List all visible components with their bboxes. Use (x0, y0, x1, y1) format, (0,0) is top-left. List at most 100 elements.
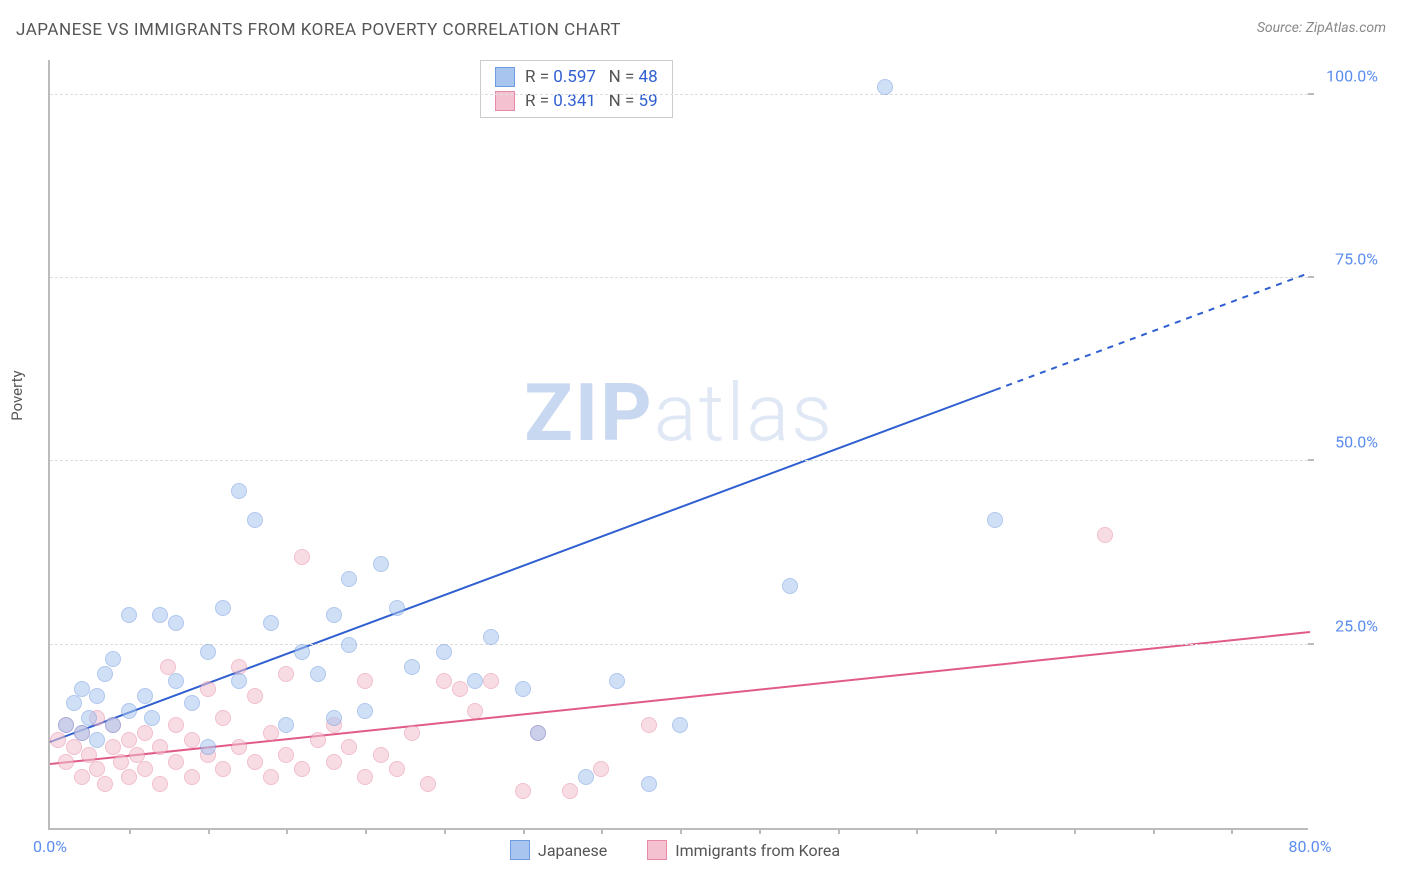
data-point (326, 710, 342, 726)
data-point (515, 783, 531, 799)
data-point (200, 739, 216, 755)
data-point (74, 769, 90, 785)
data-point (782, 578, 798, 594)
data-point (184, 769, 200, 785)
y-tick-label: 25.0% (1335, 616, 1378, 635)
data-point (231, 483, 247, 499)
source-credit: Source: ZipAtlas.com (1257, 20, 1386, 36)
data-point (609, 673, 625, 689)
data-point (89, 688, 105, 704)
x-minor-tick (208, 828, 210, 834)
gridline (50, 94, 1308, 95)
gridline (50, 644, 1308, 645)
data-point (341, 739, 357, 755)
data-point (515, 681, 531, 697)
data-point (74, 681, 90, 697)
data-point (184, 732, 200, 748)
gridline (50, 277, 1308, 278)
x-minor-tick (995, 828, 997, 834)
data-point (278, 717, 294, 733)
legend-swatch (510, 840, 530, 860)
data-point (89, 732, 105, 748)
x-minor-tick (523, 828, 525, 834)
data-point (373, 747, 389, 763)
x-tick-label: 80.0% (1289, 837, 1332, 856)
legend-row: R = 0.341 N = 59 (495, 89, 658, 113)
legend-swatch (495, 67, 515, 87)
legend-swatch (647, 840, 667, 860)
legend-item: Immigrants from Korea (647, 840, 840, 860)
data-point (452, 681, 468, 697)
data-point (467, 673, 483, 689)
data-point (137, 761, 153, 777)
data-point (341, 637, 357, 653)
scatter-plot: ZIPatlas R = 0.597 N = 48R = 0.341 N = 5… (48, 60, 1308, 830)
data-point (137, 688, 153, 704)
data-point (672, 717, 688, 733)
y-tick-mark (1308, 276, 1314, 278)
x-minor-tick (129, 828, 131, 834)
data-point (215, 761, 231, 777)
data-point (215, 600, 231, 616)
x-minor-tick (838, 828, 840, 834)
data-point (200, 644, 216, 660)
gridline (50, 460, 1308, 461)
data-point (105, 739, 121, 755)
data-point (168, 754, 184, 770)
data-point (294, 644, 310, 660)
data-point (105, 717, 121, 733)
data-point (129, 747, 145, 763)
x-minor-tick (1153, 828, 1155, 834)
data-point (215, 710, 231, 726)
data-point (593, 761, 609, 777)
data-point (247, 512, 263, 528)
data-point (152, 739, 168, 755)
y-tick-label: 75.0% (1335, 250, 1378, 269)
data-point (81, 747, 97, 763)
data-point (389, 761, 405, 777)
data-point (200, 681, 216, 697)
x-minor-tick (444, 828, 446, 834)
y-tick-label: 100.0% (1326, 66, 1378, 85)
data-point (483, 629, 499, 645)
data-point (420, 776, 436, 792)
data-point (121, 732, 137, 748)
data-point (152, 607, 168, 623)
data-point (121, 703, 137, 719)
data-point (144, 710, 160, 726)
data-point (278, 747, 294, 763)
data-point (436, 644, 452, 660)
regression-line-dashed (995, 273, 1310, 390)
data-point (168, 673, 184, 689)
data-point (373, 556, 389, 572)
x-tick-label: 0.0% (33, 837, 67, 856)
x-minor-tick (759, 828, 761, 834)
data-point (97, 776, 113, 792)
data-point (74, 725, 90, 741)
data-point (66, 695, 82, 711)
data-point (326, 754, 342, 770)
watermark: ZIPatlas (524, 366, 834, 460)
data-point (310, 732, 326, 748)
data-point (121, 769, 137, 785)
data-point (137, 725, 153, 741)
legend-item: Japanese (510, 840, 607, 860)
legend-text: R = 0.597 N = 48 (525, 67, 658, 87)
data-point (877, 79, 893, 95)
chart-title: JAPANESE VS IMMIGRANTS FROM KOREA POVERT… (16, 20, 621, 40)
data-point (326, 607, 342, 623)
data-point (404, 659, 420, 675)
data-point (58, 754, 74, 770)
data-point (294, 549, 310, 565)
correlation-legend: R = 0.597 N = 48R = 0.341 N = 59 (480, 60, 673, 118)
data-point (66, 739, 82, 755)
data-point (467, 703, 483, 719)
data-point (168, 717, 184, 733)
data-point (357, 769, 373, 785)
y-tick-mark (1308, 643, 1314, 645)
data-point (113, 754, 129, 770)
data-point (294, 761, 310, 777)
x-minor-tick (1074, 828, 1076, 834)
data-point (404, 725, 420, 741)
regression-lines (50, 60, 1308, 828)
